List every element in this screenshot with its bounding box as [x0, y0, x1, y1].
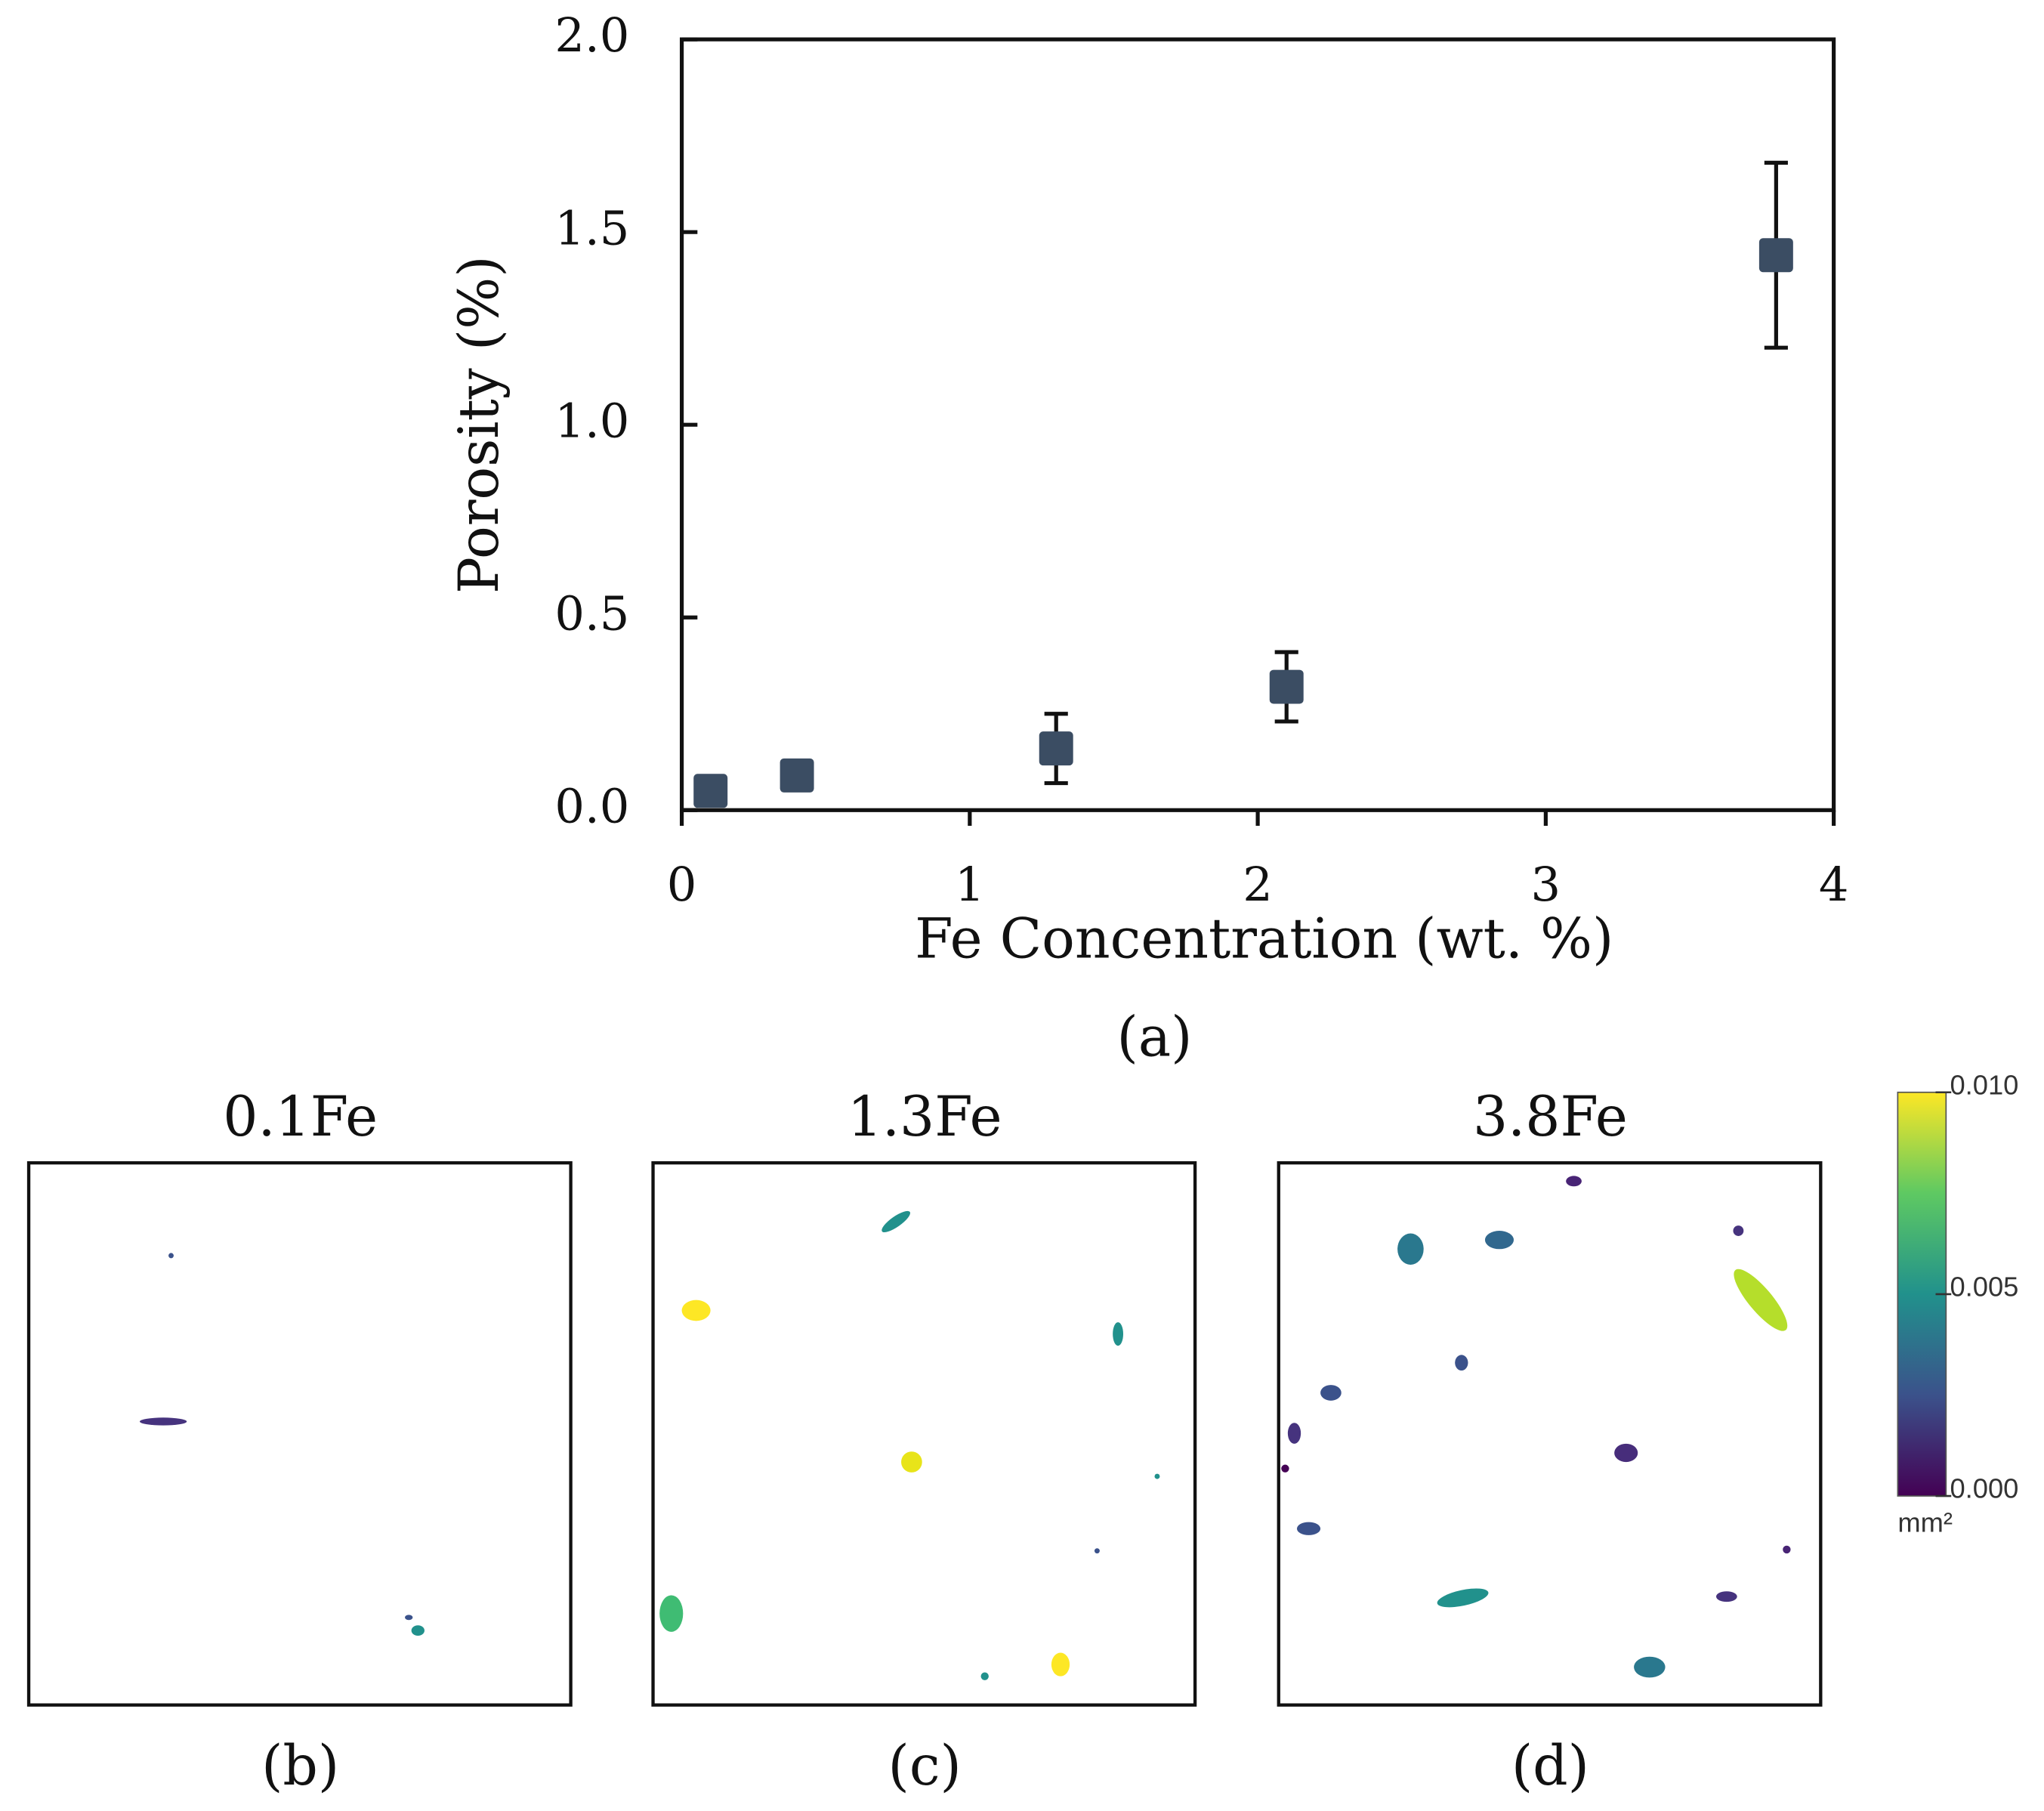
pore [980, 1672, 989, 1680]
colorbar-tick-label: 0.010 [1950, 1069, 2019, 1100]
pore [1397, 1233, 1424, 1265]
panel-frame [651, 1160, 1197, 1707]
pore [1094, 1548, 1100, 1554]
pore [1437, 1588, 1489, 1608]
panel-caption: (c) [888, 1735, 962, 1798]
y-tick-label: 1.5 [554, 200, 629, 255]
plot-frame [679, 37, 1836, 812]
pore [1614, 1443, 1638, 1463]
panel-d [1277, 1160, 1823, 1707]
colorbar-unit: mm² [1897, 1507, 1953, 1538]
pore [681, 1300, 711, 1321]
y-axis-label: Porosity (%) [448, 255, 511, 593]
y-tick-label: 1.0 [554, 393, 629, 448]
panel-title: 1.3Fe [848, 1086, 1002, 1149]
pore [1716, 1591, 1737, 1602]
x-tick-label: 4 [1819, 857, 1849, 912]
panel-frame [1277, 1160, 1823, 1707]
pore [1455, 1355, 1468, 1371]
pore [1733, 1225, 1744, 1236]
pore [405, 1615, 413, 1621]
pore [1051, 1652, 1070, 1677]
x-tick-label: 0 [667, 857, 697, 912]
colorbar-tick-label: 0.005 [1950, 1272, 2019, 1303]
pore [1281, 1464, 1289, 1473]
caption: (a) [1117, 1006, 1193, 1069]
pore [1287, 1423, 1301, 1444]
pore [1783, 1545, 1791, 1554]
pore [901, 1451, 922, 1473]
panel-frame [26, 1160, 573, 1707]
panel-caption: (d) [1511, 1735, 1589, 1798]
pore [1484, 1231, 1514, 1250]
pore [1113, 1322, 1124, 1346]
x-axis-label: Fe Concentration (wt. %) [915, 908, 1613, 972]
colorbar-tick-label: 0.000 [1950, 1473, 2019, 1504]
pore [411, 1625, 425, 1636]
panel-c [651, 1160, 1197, 1707]
pore [882, 1210, 910, 1233]
marker [1269, 669, 1304, 704]
marker [1039, 731, 1073, 766]
pore [659, 1595, 684, 1632]
x-tick-label: 1 [955, 857, 985, 912]
pore [1734, 1269, 1788, 1331]
pore [1634, 1656, 1666, 1678]
y-tick-label: 0.5 [554, 586, 629, 641]
pore [1320, 1385, 1342, 1401]
panel-title: 3.8Fe [1473, 1086, 1628, 1149]
y-tick-label: 0.0 [554, 778, 629, 833]
panel-title: 0.1Fe [223, 1086, 378, 1149]
x-tick-label: 2 [1243, 857, 1273, 912]
y-tick-label: 2.0 [554, 8, 629, 63]
pore [1154, 1473, 1160, 1479]
marker [1758, 238, 1793, 273]
marker [693, 774, 728, 808]
panel-caption: (b) [261, 1735, 339, 1798]
pore [168, 1253, 174, 1259]
pore [1566, 1176, 1582, 1187]
pore [140, 1417, 187, 1426]
marker [780, 758, 814, 793]
pore [1296, 1522, 1321, 1535]
panel-b [26, 1160, 573, 1707]
x-tick-label: 3 [1531, 857, 1561, 912]
